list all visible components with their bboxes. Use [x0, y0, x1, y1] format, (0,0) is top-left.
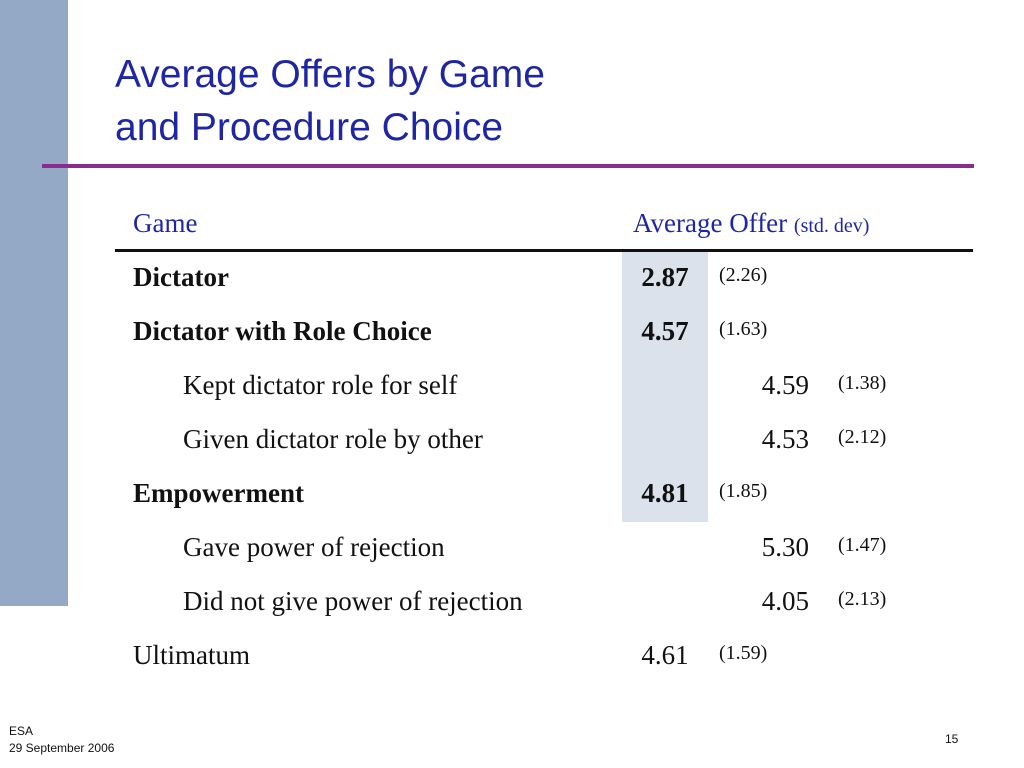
header-std-dev: (std. dev)	[793, 215, 870, 237]
row-label: Empowerment	[133, 478, 304, 508]
header-average-offer-label: Average Offer	[633, 208, 788, 238]
row-std-dev: (1.59)	[719, 642, 768, 664]
row-label: Dictator	[133, 262, 229, 292]
highlight-column	[622, 252, 708, 522]
row-std-dev: (2.26)	[719, 264, 768, 286]
slide-title-line-1: Average Offers by Game	[115, 53, 545, 96]
row-label: Given dictator role by other	[183, 424, 483, 454]
table-header: Game Average Offer (std. dev)	[115, 200, 973, 252]
slide-sidebar-bar	[0, 0, 68, 606]
footer-info: ESA 29 September 2006	[9, 723, 114, 757]
table-row-did-not-give-power: Did not give power of rejection 4.05 (2.…	[115, 576, 973, 630]
title-divider	[42, 164, 974, 168]
slide-title-line-2: and Procedure Choice	[115, 106, 504, 149]
footer-org: ESA	[9, 724, 34, 738]
row-std-dev: (1.38)	[838, 372, 887, 394]
row-average: 4.57	[641, 316, 689, 346]
row-average: 4.81	[641, 478, 689, 508]
row-average: 2.87	[641, 262, 689, 292]
table-row-empowerment: Empowerment 4.81 (1.85)	[115, 468, 973, 522]
row-average: 4.59	[761, 370, 809, 400]
header-average-offer: Average Offer (std. dev)	[633, 208, 869, 239]
row-std-dev: (1.85)	[719, 480, 768, 502]
row-average: 4.61	[641, 640, 689, 670]
row-std-dev: (1.47)	[838, 534, 887, 556]
table-row-dictator-role-choice: Dictator with Role Choice 4.57 (1.63)	[115, 306, 973, 360]
footer-date: 29 September 2006	[9, 741, 115, 755]
row-average: 5.30	[761, 532, 809, 562]
row-std-dev: (2.13)	[838, 588, 887, 610]
row-label: Gave power of rejection	[183, 532, 445, 562]
slide-title: Average Offers by Game and Procedure Cho…	[115, 48, 935, 154]
table-row-kept-role: Kept dictator role for self 4.59 (1.38)	[115, 360, 973, 414]
row-label: Dictator with Role Choice	[133, 316, 432, 346]
row-average: 4.05	[761, 586, 809, 616]
row-std-dev: (1.63)	[719, 318, 768, 340]
page-number: 15	[945, 732, 959, 746]
row-std-dev: (2.12)	[838, 426, 887, 448]
row-average: 4.53	[761, 424, 809, 454]
table-row-given-role: Given dictator role by other 4.53 (2.12)	[115, 414, 973, 468]
header-game: Game	[133, 208, 198, 238]
table-row-gave-power: Gave power of rejection 5.30 (1.47)	[115, 522, 973, 576]
row-label: Kept dictator role for self	[183, 370, 458, 400]
table-row-ultimatum: Ultimatum 4.61 (1.59)	[115, 630, 973, 684]
table-row-dictator: Dictator 2.87 (2.26)	[115, 252, 973, 306]
row-label: Ultimatum	[133, 640, 250, 670]
row-label: Did not give power of rejection	[183, 586, 523, 616]
